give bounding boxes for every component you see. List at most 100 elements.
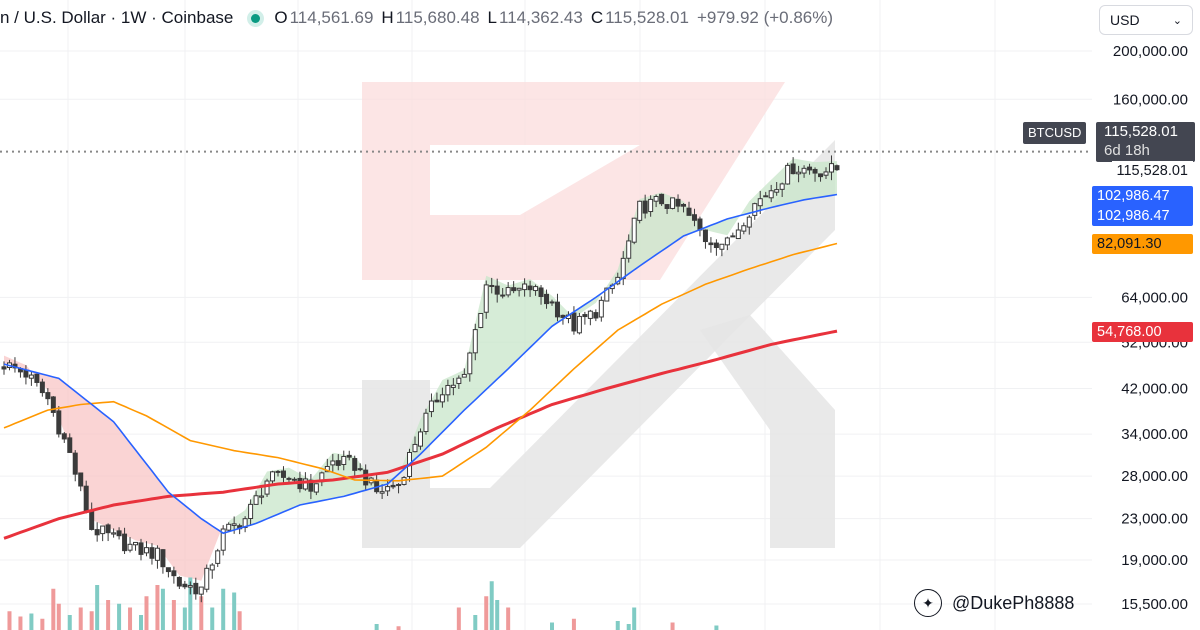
ma-slow-line — [3, 329, 838, 540]
candle — [746, 215, 752, 235]
volume-bar — [506, 607, 511, 630]
candle — [774, 182, 780, 196]
twitter-watermark: ✦ @DukePh8888 — [914, 588, 1074, 618]
volume-bar — [95, 585, 100, 630]
candle — [220, 525, 226, 556]
candle-body — [768, 190, 774, 199]
candle-body — [39, 381, 45, 394]
candle-body — [363, 469, 369, 486]
volume-bar — [7, 611, 12, 630]
candle — [801, 165, 807, 178]
candle — [253, 490, 259, 505]
candle — [275, 470, 281, 477]
currency-select[interactable]: USD ⌄ — [1099, 5, 1193, 35]
candle-body — [522, 283, 528, 291]
candle — [242, 516, 248, 533]
candle — [511, 281, 517, 294]
candle — [209, 563, 215, 579]
candle-body — [763, 195, 769, 198]
candle — [763, 191, 769, 198]
candle — [313, 483, 319, 496]
candle-body — [352, 458, 358, 471]
candle-body — [626, 240, 632, 259]
volume-bar — [232, 592, 237, 630]
currency-select-value: USD — [1110, 12, 1140, 28]
candle-body — [719, 243, 725, 250]
candle — [352, 455, 358, 479]
candle — [713, 239, 719, 256]
candle-body — [812, 168, 818, 174]
volume-bar — [714, 625, 719, 630]
candle — [659, 193, 665, 206]
candle-body — [631, 217, 637, 243]
candle-body — [182, 583, 188, 588]
candle — [154, 545, 160, 569]
candle — [160, 549, 166, 574]
candle — [116, 527, 122, 540]
candle — [122, 527, 128, 555]
candle — [489, 277, 495, 294]
candle — [516, 287, 522, 297]
candle-body — [598, 299, 604, 318]
candle-body — [527, 285, 533, 291]
y-tick-label: 34,000.00 — [1121, 426, 1188, 443]
candle — [735, 222, 741, 240]
candle-body — [576, 315, 582, 334]
candle-body — [741, 225, 747, 232]
candle — [280, 466, 286, 484]
candle — [94, 522, 100, 542]
last-price-value: 115,528.01 — [1104, 123, 1178, 140]
candle-body — [653, 196, 659, 202]
candle — [215, 548, 221, 568]
candlesticks — [1, 155, 840, 603]
candle — [39, 378, 45, 397]
candle-body — [582, 314, 588, 318]
candle — [483, 280, 489, 319]
candle — [264, 478, 270, 497]
candle-body — [774, 189, 780, 193]
symbol-title[interactable]: n / U.S. Dollar · 1W · Coinbase — [0, 8, 234, 27]
candle-body — [746, 216, 752, 228]
volume-bar — [489, 581, 494, 630]
candle — [439, 387, 445, 408]
candle-body — [505, 287, 511, 296]
candle-body — [779, 183, 785, 190]
candle-body — [291, 478, 297, 481]
candle — [812, 167, 818, 182]
candle — [56, 406, 62, 438]
candle — [779, 182, 785, 197]
high-label: H — [381, 8, 394, 27]
candle-body — [215, 550, 221, 564]
candle — [72, 450, 78, 482]
candle — [450, 378, 456, 396]
candle-body — [439, 394, 445, 403]
candle-body — [357, 468, 363, 471]
candle-body — [511, 287, 517, 292]
volume-bar — [155, 585, 160, 630]
candle — [472, 323, 478, 361]
volume-bar — [18, 616, 23, 630]
open-value: 114,561.69 — [289, 8, 374, 27]
candle-body — [346, 454, 352, 458]
candle-body — [50, 396, 56, 413]
candle — [176, 576, 182, 590]
candle — [522, 278, 528, 297]
candle — [231, 516, 237, 534]
volume-bars — [7, 577, 719, 630]
candle-body — [143, 547, 149, 554]
candle-body — [105, 524, 111, 534]
candle-body — [818, 173, 824, 178]
y-tick-label: 28,000.00 — [1121, 468, 1188, 485]
candle — [719, 243, 725, 257]
volume-bar — [89, 611, 94, 630]
volume-bar — [221, 588, 226, 630]
candle — [576, 312, 582, 335]
candle — [28, 371, 34, 386]
candle-body — [116, 530, 122, 537]
candle-body — [554, 301, 560, 318]
candle — [834, 164, 840, 171]
candle — [730, 232, 736, 238]
candle — [768, 184, 774, 203]
volume-bar — [495, 600, 500, 630]
